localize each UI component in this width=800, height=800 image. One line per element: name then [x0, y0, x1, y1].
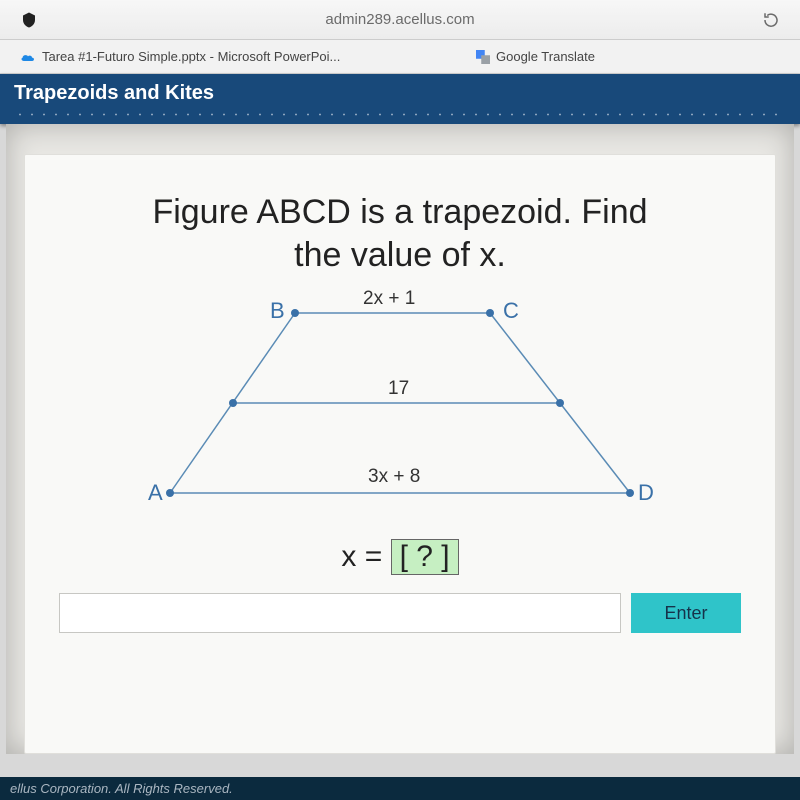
vertex-label-b: B	[270, 298, 285, 324]
reload-icon[interactable]	[762, 11, 780, 29]
copyright-footer: ellus Corporation. All Rights Reserved.	[0, 777, 800, 800]
midsegment-label: 17	[388, 378, 409, 400]
vertex-label-c: C	[503, 298, 519, 324]
privacy-shield-icon	[20, 10, 38, 30]
enter-button-label: Enter	[664, 603, 707, 624]
lesson-header: Trapezoids and Kites	[0, 74, 800, 124]
top-side-label: 2x + 1	[363, 288, 415, 310]
enter-button[interactable]: Enter	[631, 593, 741, 633]
answer-expression: x = [ ? ]	[55, 539, 745, 575]
vertex-label-d: D	[638, 480, 654, 506]
answer-placeholder-box: [ ? ]	[391, 539, 459, 575]
title-line-1: Figure ABCD is a trapezoid. Find	[152, 193, 647, 231]
copyright-text: ellus Corporation. All Rights Reserved.	[10, 781, 233, 796]
trapezoid-diagram: B C A D 2x + 1 17 3x + 8	[130, 288, 670, 533]
browser-address-bar: admin289.acellus.com	[0, 0, 800, 40]
problem-title: Figure ABCD is a trapezoid. Find the val…	[55, 191, 745, 276]
bookmarks-bar: Tarea #1-Futuro Simple.pptx - Microsoft …	[0, 40, 800, 74]
answer-input[interactable]	[59, 593, 621, 633]
bookmark-powerpoint[interactable]: Tarea #1-Futuro Simple.pptx - Microsoft …	[20, 49, 476, 64]
bottom-side-label: 3x + 8	[368, 466, 420, 488]
onedrive-icon	[20, 51, 36, 63]
bookmark-label: Tarea #1-Futuro Simple.pptx - Microsoft …	[42, 49, 340, 64]
answer-prefix: x =	[341, 540, 390, 573]
bookmark-google-translate[interactable]: Google Translate	[476, 49, 595, 64]
lesson-title: Trapezoids and Kites	[14, 82, 214, 104]
title-line-2: the value of x.	[294, 236, 506, 274]
bookmark-label: Google Translate	[496, 49, 595, 64]
url-text: admin289.acellus.com	[38, 11, 762, 28]
vertex-label-a: A	[148, 480, 163, 506]
google-translate-icon	[476, 50, 490, 64]
problem-card: Figure ABCD is a trapezoid. Find the val…	[24, 154, 776, 754]
